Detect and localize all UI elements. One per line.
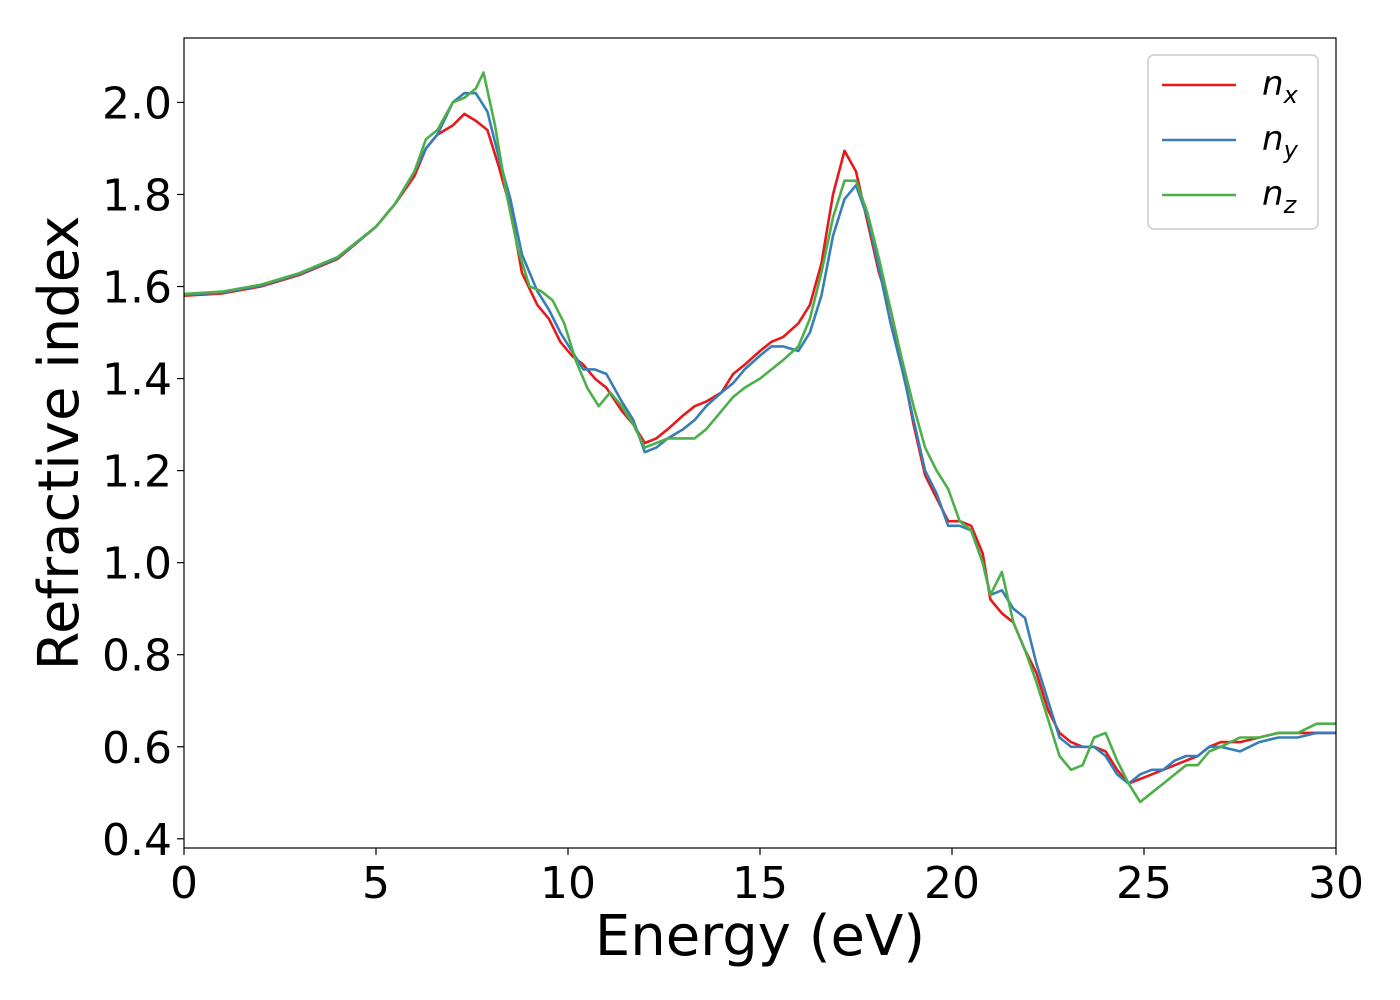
y-axis-title: Refractive index [27,216,92,671]
legend-label-y: ny [1262,119,1299,164]
x-axis-ticks: 0 5 10 15 20 25 30 [170,848,1364,909]
legend-box [1147,54,1319,230]
x-tick-label: 20 [924,858,980,909]
x-tick-label: 30 [1308,858,1364,909]
y-tick-label: 1.4 [102,355,172,406]
y-tick-label: 1.8 [102,170,172,221]
legend: nx ny nz [1147,54,1319,230]
x-tick-label: 25 [1116,858,1172,909]
y-tick-label: 1.2 [102,447,172,498]
y-tick-label: 0.4 [102,815,172,866]
y-axis-ticks: 0.4 0.6 0.8 1.0 1.2 1.4 1.6 1.8 2.0 [102,78,184,866]
series-line-x [183,112,1336,785]
x-tick-label: 10 [540,858,596,909]
plot-area [184,38,1336,848]
legend-label-z: nz [1262,174,1298,219]
y-tick-label: 2.0 [102,78,172,129]
legend-label-x: nx [1262,64,1299,109]
y-tick-label: 0.8 [102,631,172,682]
x-axis-title: Energy (eV) [595,904,925,969]
y-tick-label: 1.0 [102,539,172,590]
series-layer [183,71,1336,804]
x-tick-label: 15 [732,858,788,909]
x-tick-label: 0 [170,858,198,909]
y-tick-label: 1.6 [102,263,172,314]
series-line-y [183,91,1336,785]
x-tick-label: 5 [362,858,390,909]
series-line-z [183,71,1336,804]
y-tick-label: 0.6 [102,723,172,774]
